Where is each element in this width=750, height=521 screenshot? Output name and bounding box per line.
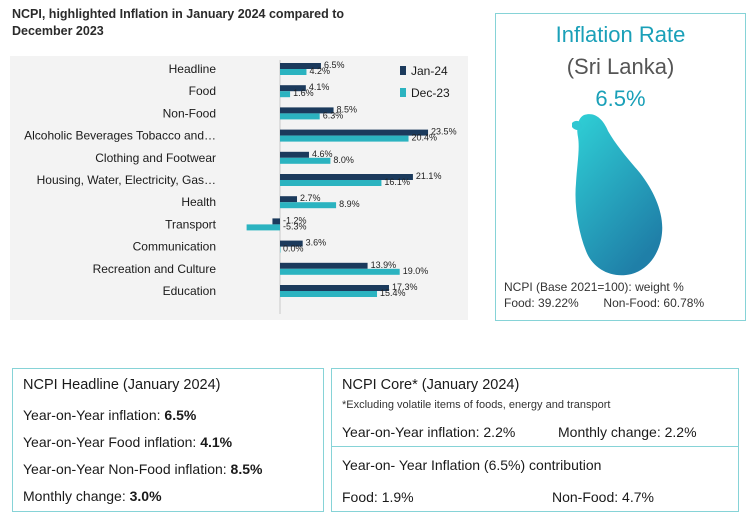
- data-label: 16.1%: [384, 177, 410, 187]
- data-label: 1.6%: [293, 88, 314, 98]
- data-label: 4.1%: [309, 82, 330, 92]
- headline-yoy-label: Year-on-Year inflation:: [23, 407, 165, 423]
- core-yoy: Year-on-Year inflation: 2.2%: [342, 424, 516, 440]
- bar-jan-24: [280, 85, 306, 92]
- data-label: 23.5%: [431, 127, 457, 137]
- core-divider: [332, 446, 738, 447]
- category-label: Clothing and Footwear: [95, 151, 216, 165]
- chart-panel: [10, 56, 468, 320]
- weight-info: NCPI (Base 2021=100): weight % Food: 39.…: [504, 279, 704, 311]
- bar-dec-23: [280, 135, 409, 142]
- headline-yoy-value: 6.5%: [164, 407, 197, 423]
- headline-title: NCPI Headline (January 2024): [23, 377, 221, 393]
- data-label: 4.6%: [312, 149, 333, 159]
- inflation-rate-card: Inflation Rate (Sri Lanka) 6.5% NCPI (Ba…: [495, 13, 746, 321]
- data-label: 13.9%: [371, 260, 397, 270]
- category-label: Alcoholic Beverages Tobacco and…: [24, 129, 216, 143]
- category-label: Education: [163, 284, 216, 298]
- bar-dec-23: [246, 224, 280, 231]
- bar-dec-23: [280, 157, 331, 164]
- core-note: *Excluding volatile items of foods, ener…: [342, 399, 611, 411]
- headline-food: Year-on-Year Food inflation: 4.1%: [23, 434, 232, 450]
- ncpi-headline-card: NCPI Headline (January 2024) Year-on-Yea…: [12, 368, 324, 512]
- contribution-nonfood: Non-Food: 4.7%: [552, 489, 654, 505]
- weight-row: Food: 39.22% Non-Food: 60.78%: [504, 295, 704, 311]
- data-label: 20.4%: [412, 133, 438, 143]
- nonfood-weight: Non-Food: 60.78%: [603, 296, 705, 310]
- headline-monthly-label: Monthly change:: [23, 488, 130, 504]
- food-weight: Food: 39.22%: [504, 296, 579, 310]
- headline-food-value: 4.1%: [200, 434, 233, 450]
- bar-jan-24: [280, 129, 429, 136]
- category-label: Recreation and Culture: [93, 262, 217, 276]
- data-label: 19.0%: [403, 266, 429, 276]
- data-label: 4.2%: [309, 66, 330, 76]
- data-label: 17.3%: [392, 282, 418, 292]
- inflation-rate-title: Inflation Rate: [555, 22, 686, 47]
- data-label: 15.4%: [380, 288, 406, 298]
- bar-chart: Headline 6.5%4.2% Food 4.1%1.6% Non-Food 8.5%…: [24, 60, 457, 314]
- headline-yoy: Year-on-Year inflation: 6.5%: [23, 407, 196, 423]
- category-label: Non-Food: [163, 106, 216, 120]
- bar-jan-24: [272, 218, 280, 225]
- headline-monthly: Monthly change: 3.0%: [23, 488, 162, 504]
- core-title: NCPI Core* (January 2024): [342, 377, 520, 393]
- country-label: (Sri Lanka): [566, 54, 675, 79]
- data-label: 3.6%: [306, 238, 327, 248]
- bar-jan-24: [280, 240, 303, 247]
- data-label: 0.0%: [283, 244, 304, 254]
- inflation-rate-value: 6.5%: [595, 86, 646, 111]
- bar-jan-24: [280, 63, 321, 69]
- data-label: 6.5%: [324, 60, 345, 70]
- legend-label: Dec-23: [411, 86, 450, 100]
- bar-dec-23: [280, 291, 378, 297]
- bar-jan-24: [280, 107, 334, 114]
- weight-label: NCPI (Base 2021=100): weight %: [504, 280, 684, 294]
- bar-dec-23: [280, 69, 307, 75]
- data-label: 8.9%: [339, 199, 360, 209]
- category-label: Food: [189, 84, 216, 98]
- contribution-title: Year-on- Year Inflation (6.5%) contribut…: [342, 457, 602, 473]
- legend-swatch-dec-23: [400, 88, 406, 97]
- bar-dec-23: [280, 202, 337, 209]
- headline-food-label: Year-on-Year Food inflation:: [23, 434, 201, 450]
- bar-jan-24: [280, 262, 368, 269]
- bar-jan-24: [280, 174, 413, 180]
- bar-dec-23: [280, 113, 320, 120]
- bar-dec-23: [280, 91, 291, 98]
- data-label: 8.5%: [337, 104, 358, 114]
- contribution-food: Food: 1.9%: [342, 489, 414, 505]
- bar-jan-24: [280, 196, 298, 203]
- chart-title: NCPI, highlighted Inflation in January 2…: [12, 7, 344, 38]
- sri-lanka-map-icon: [572, 114, 663, 276]
- category-label: Transport: [165, 217, 217, 231]
- data-label: -5.3%: [283, 221, 307, 231]
- ncpi-core-card: NCPI Core* (January 2024) *Excluding vol…: [331, 368, 739, 512]
- bar-dec-23: [280, 268, 400, 275]
- core-monthly: Monthly change: 2.2%: [558, 424, 697, 440]
- headline-nonfood-value: 8.5%: [230, 461, 263, 477]
- data-label: 8.0%: [333, 155, 354, 165]
- data-label: 6.3%: [323, 110, 344, 120]
- data-label: 21.1%: [416, 171, 442, 181]
- bar-jan-24: [280, 151, 309, 158]
- bar-dec-23: [280, 180, 382, 186]
- legend-label: Jan-24: [411, 64, 448, 78]
- headline-nonfood-label: Year-on-Year Non-Food inflation:: [23, 461, 231, 477]
- category-label: Housing, Water, Electricity, Gas…: [37, 173, 216, 187]
- headline-nonfood: Year-on-Year Non-Food inflation: 8.5%: [23, 461, 262, 477]
- data-label: -1.2%: [283, 215, 307, 225]
- headline-monthly-value: 3.0%: [129, 488, 162, 504]
- category-label: Health: [181, 195, 216, 209]
- bar-dec-23: [280, 246, 281, 253]
- bar-jan-24: [280, 285, 389, 291]
- category-label: Headline: [169, 62, 217, 76]
- data-label: 2.7%: [300, 193, 321, 203]
- legend-swatch-jan-24: [400, 66, 406, 75]
- category-label: Communication: [133, 240, 216, 254]
